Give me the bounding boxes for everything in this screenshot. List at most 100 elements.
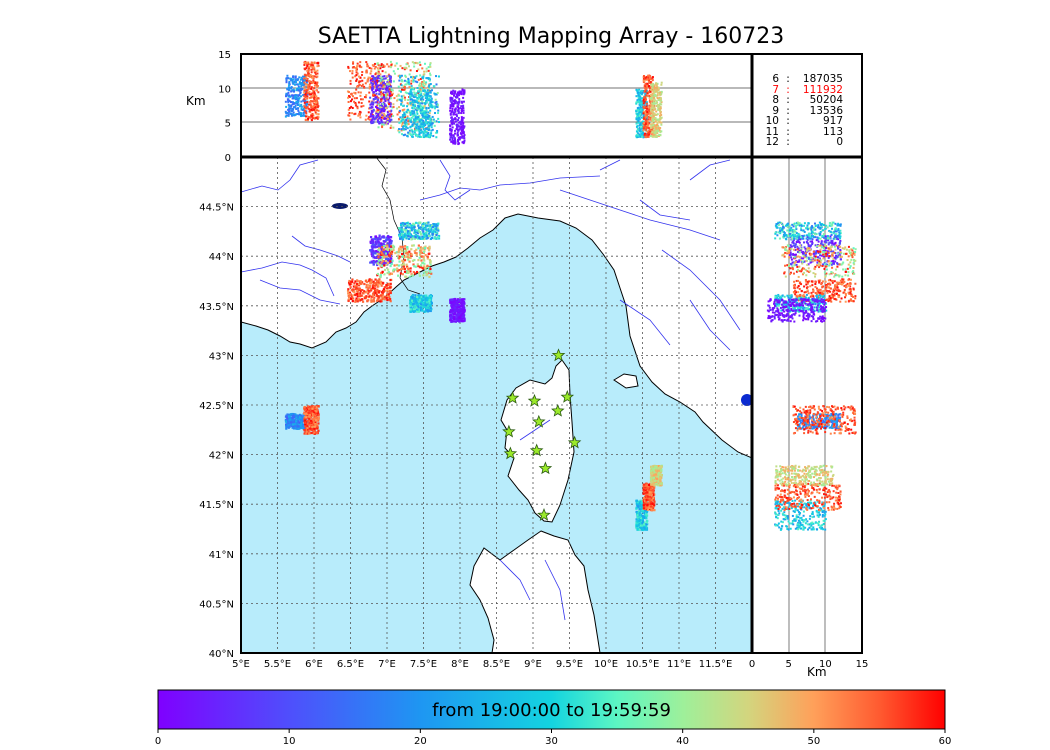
lightning-point <box>452 139 455 142</box>
lightning-point <box>421 261 425 265</box>
lightning-point <box>301 88 304 91</box>
lightning-point <box>383 260 386 264</box>
lightning-point <box>298 414 301 418</box>
lightning-point <box>349 297 353 300</box>
lightning-point <box>307 84 310 87</box>
lightning-point <box>407 230 410 233</box>
lightning-point <box>458 316 461 319</box>
lightning-point <box>420 87 423 90</box>
lightning-point <box>412 110 415 113</box>
lightning-point <box>419 77 422 80</box>
lightning-point <box>300 76 303 79</box>
lightning-point <box>306 70 309 73</box>
lightning-point <box>647 488 651 491</box>
lightning-point <box>306 412 309 415</box>
lightning-point <box>317 91 320 94</box>
lightning-point <box>380 116 383 119</box>
lightning-point <box>421 251 424 254</box>
lightning-point <box>372 77 375 80</box>
lightning-point <box>404 83 407 86</box>
lightning-point <box>453 315 456 318</box>
station-marker <box>503 446 518 460</box>
lightning-point <box>380 63 383 66</box>
lightning-point <box>426 310 430 313</box>
lightning-point <box>315 95 318 98</box>
lightning-point <box>286 422 289 425</box>
map-grid <box>241 157 752 653</box>
lightning-point <box>429 309 432 313</box>
lightning-point <box>428 298 431 301</box>
lightning-point <box>386 244 389 247</box>
lightning-point <box>451 126 454 129</box>
lightning-point <box>417 228 420 232</box>
lightning-point <box>428 112 431 115</box>
lightning-point <box>429 298 433 301</box>
lightning-point <box>411 87 414 90</box>
lightning-point <box>384 77 387 80</box>
lightning-point <box>424 90 427 93</box>
map-lightning-points <box>284 221 663 532</box>
lightning-point <box>457 94 460 97</box>
lightning-point <box>360 282 363 285</box>
lightning-point <box>373 284 376 288</box>
lightning-point <box>370 122 373 125</box>
lightning-point <box>399 272 403 275</box>
lightning-point <box>453 306 457 310</box>
lightning-point <box>388 97 391 100</box>
lightning-point <box>424 130 427 133</box>
lightning-point <box>305 91 308 94</box>
lightning-point <box>411 99 414 102</box>
lightning-point <box>379 282 382 286</box>
lightning-point <box>421 80 424 83</box>
lightning-point <box>428 103 431 106</box>
lightning-point <box>363 76 366 79</box>
lightning-point <box>413 258 416 262</box>
lightning-point <box>458 91 461 94</box>
lightning-point <box>382 82 385 85</box>
lightning-point <box>423 262 426 265</box>
lightning-point <box>463 317 466 320</box>
lightning-point <box>387 271 390 274</box>
lightning-point <box>413 229 416 232</box>
lightning-point <box>376 115 379 118</box>
lightning-point <box>301 416 304 420</box>
lightning-point <box>422 136 425 139</box>
lightning-point <box>292 420 295 423</box>
lightning-point <box>313 417 317 420</box>
lightning-point <box>303 109 306 112</box>
lightning-point <box>311 117 314 120</box>
lightning-point <box>351 69 354 72</box>
lightning-point <box>382 253 385 256</box>
lightning-point <box>361 281 364 284</box>
lightning-point <box>400 84 403 87</box>
lightning-point <box>357 114 360 117</box>
lightning-point <box>640 501 643 504</box>
lightning-point <box>374 65 377 68</box>
lightning-point <box>462 93 465 96</box>
lightning-point <box>452 308 455 312</box>
lightning-point <box>425 109 428 112</box>
lightning-point <box>303 77 306 80</box>
lightning-point <box>388 92 391 95</box>
lightning-point <box>431 128 434 131</box>
lightning-point <box>403 259 407 262</box>
lightning-point <box>426 309 429 312</box>
lightning-point <box>416 308 419 311</box>
lightning-point <box>433 92 436 95</box>
lightning-point <box>406 247 409 250</box>
lightning-point <box>401 113 404 116</box>
lightning-point <box>314 411 317 414</box>
lightning-point <box>386 245 389 249</box>
lightning-point <box>456 131 459 134</box>
lightning-point <box>655 465 658 468</box>
lightning-point <box>454 140 457 143</box>
lightning-point <box>311 75 314 78</box>
lightning-point <box>408 260 411 263</box>
lightning-point <box>370 113 373 116</box>
lightning-point <box>317 109 320 112</box>
lightning-point <box>359 288 362 292</box>
lightning-point <box>293 95 296 98</box>
lightning-point <box>352 285 356 288</box>
lightning-point <box>303 406 306 409</box>
lightning-point <box>413 118 416 121</box>
